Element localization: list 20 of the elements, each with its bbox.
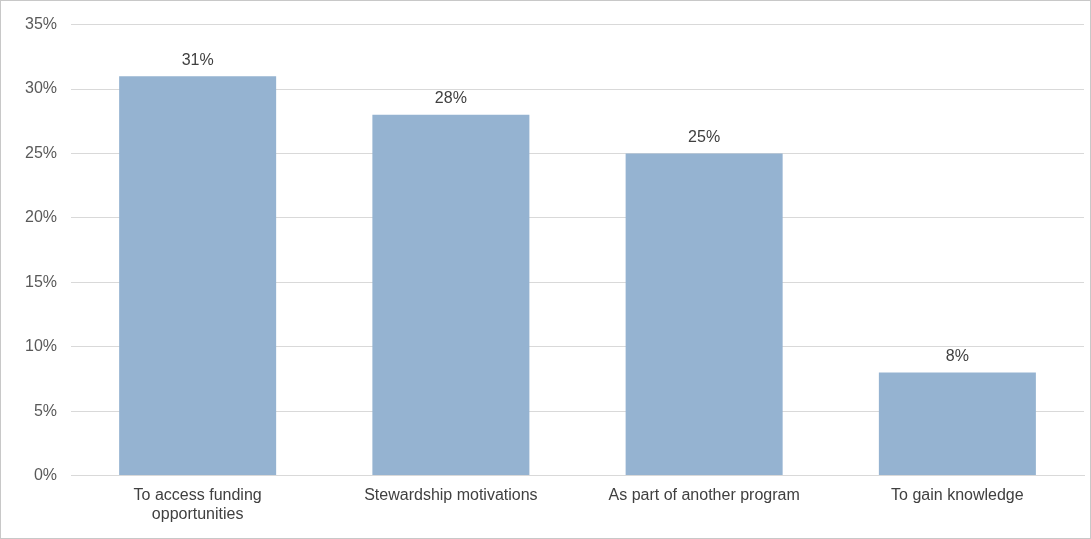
x-tick-label: To access funding opportunities (133, 485, 262, 522)
y-tick-label: 20% (24, 208, 58, 226)
bar (372, 114, 530, 476)
bar (119, 76, 277, 476)
x-tick-label: Stewardship motivations (364, 485, 538, 503)
y-tick-label: 15% (24, 272, 58, 290)
y-tick-label: 5% (33, 401, 58, 419)
data-label: 31% (181, 50, 214, 68)
y-tick-label: 10% (24, 337, 58, 355)
y-tick-label: 25% (24, 143, 58, 161)
y-tick-label: 30% (24, 79, 58, 97)
bar (625, 153, 783, 476)
x-tick-label: To gain knowledge (891, 485, 1024, 503)
data-label: 28% (434, 89, 467, 107)
y-tick-label: 0% (33, 466, 58, 484)
data-label: 25% (688, 127, 721, 145)
data-label: 8% (945, 346, 969, 364)
y-tick-label: 35% (24, 15, 58, 33)
x-tick-label: As part of another program (608, 485, 800, 503)
bar (878, 372, 1036, 476)
